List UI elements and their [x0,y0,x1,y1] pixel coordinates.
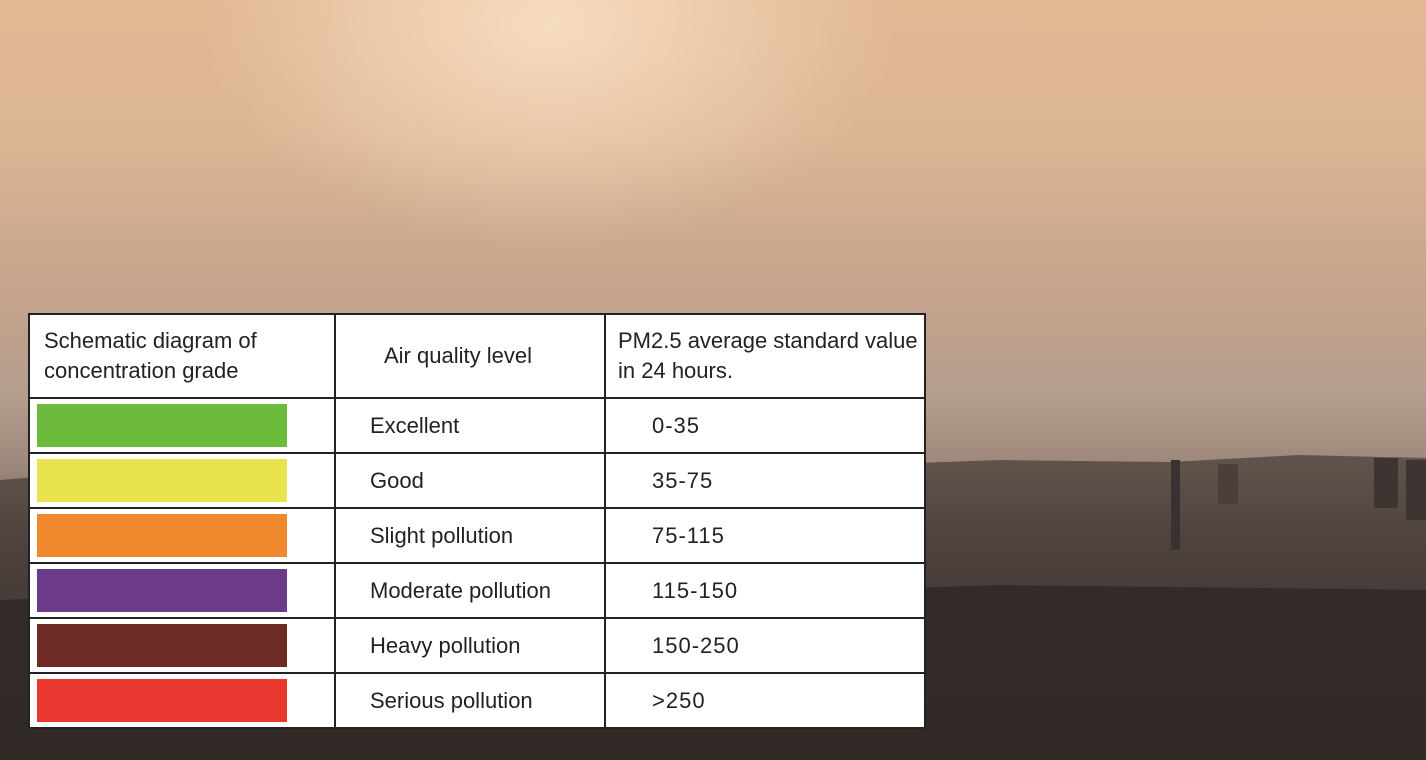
chimney [1171,460,1180,550]
swatch-cell [29,618,335,673]
level-cell: Excellent [335,398,605,453]
color-swatch [37,404,287,447]
range-cell: 75-115 [605,508,925,563]
range-cell: >250 [605,673,925,728]
swatch-cell [29,508,335,563]
page: Schematic diagram of concentration grade… [0,0,1426,760]
color-swatch [37,459,287,502]
air-quality-table: Schematic diagram of concentration grade… [28,313,926,729]
level-cell: Good [335,453,605,508]
color-swatch [37,514,287,557]
color-swatch [37,624,287,667]
level-cell: Moderate pollution [335,563,605,618]
header-cell: Air quality level [335,314,605,398]
building [1406,460,1426,520]
swatch-cell [29,398,335,453]
range-cell: 150-250 [605,618,925,673]
level-cell: Slight pollution [335,508,605,563]
level-cell: Serious pollution [335,673,605,728]
color-swatch [37,569,287,612]
level-cell: Heavy pollution [335,618,605,673]
header-cell: PM2.5 average standard value in 24 hours… [605,314,925,398]
building [1374,458,1398,508]
header-cell: Schematic diagram of concentration grade [29,314,335,398]
color-swatch [37,679,287,722]
header-row: Schematic diagram of concentration grade… [29,314,925,398]
swatch-cell [29,563,335,618]
range-cell: 0-35 [605,398,925,453]
building [1218,464,1238,504]
range-cell: 115-150 [605,563,925,618]
range-cell: 35-75 [605,453,925,508]
swatch-cell [29,453,335,508]
swatch-cell [29,673,335,728]
table-row: Serious pollution>250 [29,673,925,728]
